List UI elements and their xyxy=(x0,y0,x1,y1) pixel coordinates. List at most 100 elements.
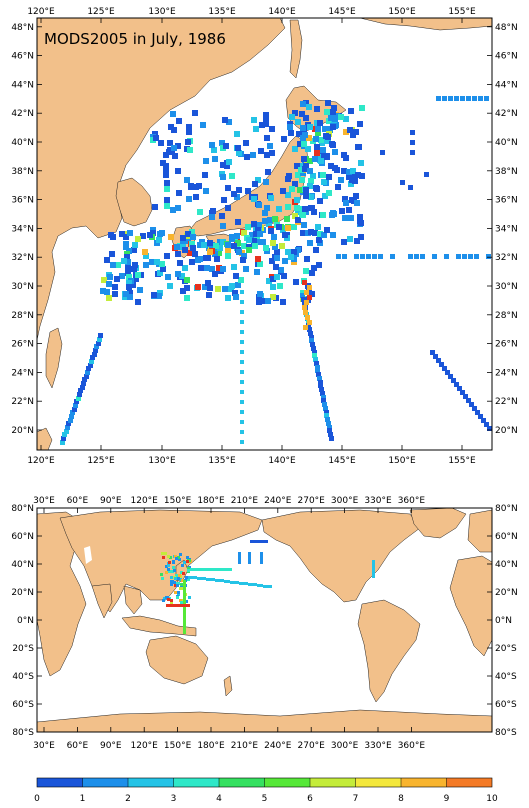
observation-cell xyxy=(124,254,130,260)
colorbar-label: 7 xyxy=(353,794,359,804)
observation-cell xyxy=(307,183,313,189)
observation-cell xyxy=(240,410,244,414)
observation-cell xyxy=(292,181,298,187)
observation-cell xyxy=(338,177,344,183)
colorbar-cell xyxy=(446,778,492,787)
observation-cell xyxy=(186,124,192,130)
observation-cell xyxy=(331,105,337,111)
observation-cell xyxy=(253,540,256,543)
colorbar-cell xyxy=(401,778,447,787)
observation-cell xyxy=(285,225,291,231)
observation-cell xyxy=(186,556,189,559)
observation-cell xyxy=(85,370,90,375)
observation-cell xyxy=(307,124,313,130)
observation-cell xyxy=(126,274,132,280)
colorbar-cell xyxy=(37,778,83,787)
observation-cell xyxy=(295,209,301,215)
observation-cell xyxy=(184,295,190,301)
observation-cell xyxy=(309,335,314,340)
observation-cell xyxy=(338,114,344,120)
observation-cell xyxy=(180,601,183,604)
observation-cell xyxy=(256,299,262,305)
observation-cell xyxy=(174,591,177,594)
observation-cell xyxy=(193,184,199,190)
observation-cell xyxy=(186,560,189,563)
colorbar-label: 0 xyxy=(34,794,40,804)
observation-cell xyxy=(231,243,237,249)
colorbar-cell xyxy=(355,778,401,787)
regional-lat-label-right: 26°N xyxy=(495,340,518,350)
observation-cell xyxy=(226,119,232,125)
observation-cell xyxy=(104,289,110,295)
observation-cell xyxy=(231,191,237,197)
south-america xyxy=(357,599,421,703)
observation-cell xyxy=(234,131,240,137)
regional-lat-label-left: 20°N xyxy=(11,426,34,436)
observation-cell xyxy=(451,378,456,383)
observation-cell xyxy=(215,579,218,582)
global-lat-label-left: 80°S xyxy=(12,728,34,738)
observation-cell xyxy=(248,561,251,564)
observation-cell xyxy=(73,403,78,408)
observation-cell xyxy=(222,117,228,123)
observation-cell xyxy=(248,555,251,558)
observation-cell xyxy=(241,253,247,259)
observation-cell xyxy=(183,580,186,583)
observation-cell xyxy=(285,176,291,182)
observation-cell xyxy=(209,214,215,220)
regional-lat-label-left: 36°N xyxy=(11,196,34,206)
observation-cell xyxy=(164,186,170,192)
observation-cell xyxy=(127,290,133,296)
observation-cell xyxy=(266,278,272,284)
observation-cell xyxy=(238,558,241,561)
regional-lat-label-right: 36°N xyxy=(495,196,518,206)
observation-cell xyxy=(176,190,182,196)
observation-cell xyxy=(462,254,467,259)
observation-cell xyxy=(300,125,306,131)
observation-cell xyxy=(208,568,211,571)
colorbar-cell xyxy=(173,778,219,787)
observation-cell xyxy=(172,566,175,569)
observation-cell xyxy=(249,232,255,238)
observation-cell xyxy=(358,234,364,240)
observation-cell xyxy=(359,105,365,111)
observation-cell xyxy=(272,216,278,222)
observation-cell xyxy=(329,436,334,441)
observation-cell xyxy=(263,121,269,127)
observation-cell xyxy=(313,357,318,362)
observation-cell xyxy=(167,568,170,571)
observation-cell xyxy=(126,280,132,286)
observation-cell xyxy=(472,96,477,101)
observation-cell xyxy=(188,184,194,190)
observation-cell xyxy=(227,580,230,583)
observation-cell xyxy=(147,232,153,238)
observation-cell xyxy=(315,368,320,373)
observation-cell xyxy=(110,262,116,268)
observation-cell xyxy=(304,290,309,295)
observation-cell xyxy=(135,299,141,305)
colorbar-label: 5 xyxy=(262,794,268,804)
observation-cell xyxy=(170,599,173,602)
observation-cell xyxy=(301,141,307,147)
regional-lon-label-bottom: 135°E xyxy=(208,456,236,466)
observation-cell xyxy=(156,293,162,299)
observation-cell xyxy=(433,354,438,359)
observation-cell xyxy=(210,208,216,214)
global-lon-label-top: 90°E xyxy=(100,496,122,506)
regional-lat-label-right: 46°N xyxy=(495,52,518,62)
observation-cell xyxy=(179,587,182,590)
observation-cell xyxy=(160,160,166,166)
observation-cell xyxy=(311,209,317,215)
observation-cell xyxy=(295,119,301,125)
observation-cell xyxy=(478,414,483,419)
regional-lon-label-bottom: 130°E xyxy=(148,456,176,466)
observation-cell xyxy=(61,436,66,441)
observation-cell xyxy=(267,217,273,223)
observation-cell xyxy=(159,261,165,267)
colorbar-label: 9 xyxy=(444,794,450,804)
observation-cell xyxy=(240,420,244,424)
observation-cell xyxy=(173,581,176,584)
observation-cell xyxy=(191,576,194,579)
observation-cell xyxy=(380,150,385,155)
observation-cell xyxy=(187,578,190,581)
